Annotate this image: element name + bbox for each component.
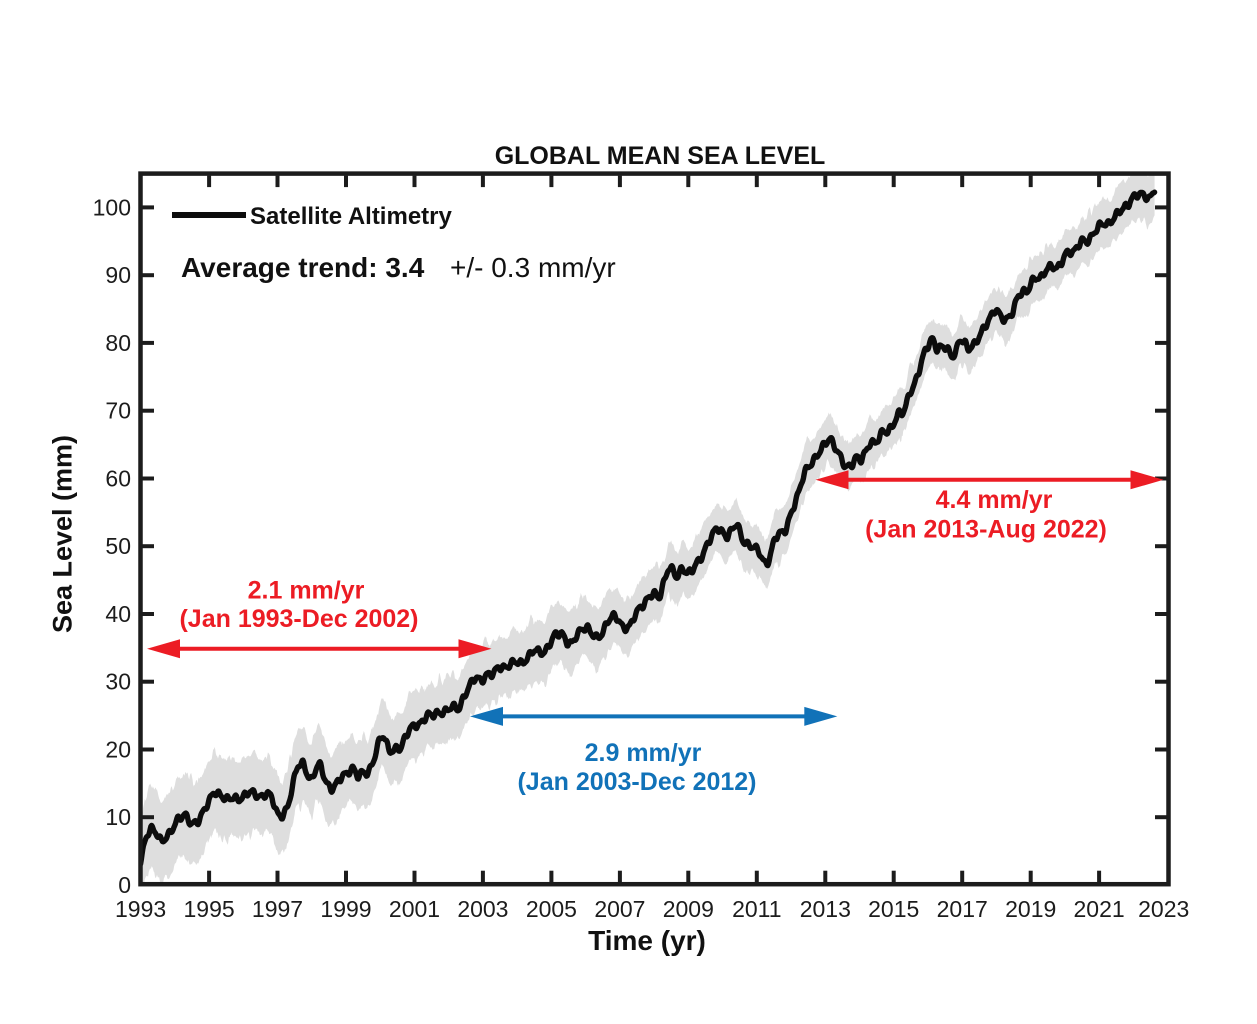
svg-text:50: 50 <box>105 533 131 559</box>
svg-text:2001: 2001 <box>389 896 440 922</box>
svg-text:2019: 2019 <box>1005 896 1056 922</box>
svg-text:Sea Level (mm): Sea Level (mm) <box>48 435 78 633</box>
svg-text:(Jan 1993-Dec 2002): (Jan 1993-Dec 2002) <box>179 605 418 633</box>
svg-text:Time (yr): Time (yr) <box>588 925 706 956</box>
svg-text:2021: 2021 <box>1074 896 1125 922</box>
svg-text:2.1 mm/yr: 2.1 mm/yr <box>248 577 365 605</box>
svg-text:10: 10 <box>105 804 131 830</box>
svg-text:GLOBAL MEAN SEA LEVEL: GLOBAL MEAN SEA LEVEL <box>495 142 826 170</box>
svg-text:+/- 0.3 mm/yr: +/- 0.3 mm/yr <box>450 252 616 283</box>
svg-text:2005: 2005 <box>526 896 577 922</box>
svg-text:2.9 mm/yr: 2.9 mm/yr <box>585 739 702 767</box>
svg-text:60: 60 <box>105 466 131 492</box>
svg-text:0: 0 <box>118 872 131 898</box>
svg-text:40: 40 <box>105 601 131 627</box>
svg-text:2023: 2023 <box>1138 896 1189 922</box>
svg-text:100: 100 <box>93 194 131 220</box>
svg-text:70: 70 <box>105 398 131 424</box>
svg-text:30: 30 <box>105 669 131 695</box>
svg-text:4.4 mm/yr: 4.4 mm/yr <box>936 486 1053 514</box>
svg-text:1993: 1993 <box>115 896 166 922</box>
svg-text:1995: 1995 <box>184 896 235 922</box>
svg-text:2007: 2007 <box>594 896 645 922</box>
svg-text:(Jan 2003-Dec 2012): (Jan 2003-Dec 2012) <box>517 768 756 796</box>
svg-text:Average trend: 3.4: Average trend: 3.4 <box>181 252 425 283</box>
svg-text:1999: 1999 <box>320 896 371 922</box>
svg-text:2009: 2009 <box>663 896 714 922</box>
svg-text:20: 20 <box>105 737 131 763</box>
svg-text:1997: 1997 <box>252 896 303 922</box>
svg-text:2003: 2003 <box>457 896 508 922</box>
svg-text:2017: 2017 <box>937 896 988 922</box>
svg-text:(Jan 2013-Aug 2022): (Jan 2013-Aug 2022) <box>865 516 1107 544</box>
svg-text:90: 90 <box>105 262 131 288</box>
svg-text:2015: 2015 <box>868 896 919 922</box>
svg-text:Satellite Altimetry: Satellite Altimetry <box>250 203 452 230</box>
svg-text:2011: 2011 <box>732 896 781 922</box>
svg-text:80: 80 <box>105 330 131 356</box>
svg-text:2013: 2013 <box>800 896 851 922</box>
